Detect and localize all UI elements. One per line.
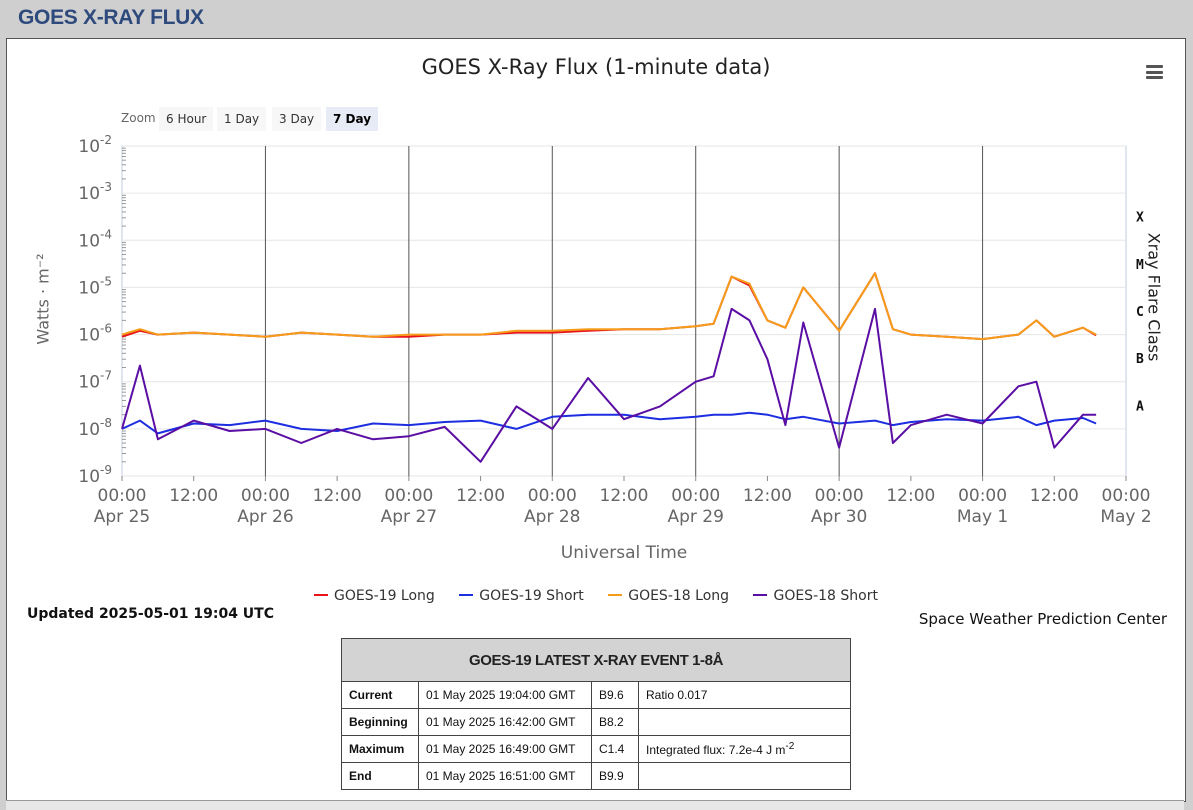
page-title: GOES X-RAY FLUX	[18, 6, 204, 29]
row-label: Current	[341, 681, 419, 709]
x-tick-label: 12:00	[886, 486, 935, 506]
row-time: 01 May 2025 16:42:00 GMT	[418, 708, 592, 736]
zoom-3-day-button[interactable]: 3 Day	[272, 107, 322, 131]
y-tick-label: 10-2	[78, 133, 112, 157]
x-tick-label: 00:00	[1102, 486, 1151, 506]
x-tick-date-label: Apr 29	[667, 507, 723, 527]
row-class: B8.2	[591, 708, 639, 736]
updated-timestamp: Updated 2025-05-01 19:04 UTC	[27, 606, 274, 622]
legend-swatch	[459, 594, 474, 596]
credit-text: Space Weather Prediction Center	[918, 610, 1167, 628]
chart-panel: 10-2 10-3 10-4 10-5 10-6 10-7 10-8 10-9 00:00 Apr…	[6, 38, 1186, 802]
event-table-title: GOES-19 LATEST X-RAY EVENT 1-8Å	[341, 638, 851, 682]
row-note	[638, 708, 851, 736]
legend-swatch	[314, 594, 329, 596]
row-label: Beginning	[341, 708, 419, 736]
row-note: Integrated flux: 7.2e-4 J m-2	[638, 735, 851, 763]
y-tick-label: 10-7	[78, 369, 112, 393]
x-tick-date-label: Apr 30	[811, 507, 867, 527]
legend-goes19-long[interactable]: GOES-19 Long	[314, 588, 435, 604]
x-tick-date-label: Apr 25	[94, 507, 150, 527]
x-tick-label: 12:00	[743, 486, 792, 506]
x-tick-label: 00:00	[241, 486, 290, 506]
x-tick-label: 00:00	[958, 486, 1007, 506]
row-label: End	[341, 762, 419, 790]
bottom-scrollbar[interactable]	[6, 800, 1184, 810]
legend-goes18-short[interactable]: GOES-18 Short	[753, 588, 878, 604]
row-time: 01 May 2025 16:51:00 GMT	[418, 762, 592, 790]
legend: GOES-19 Long GOES-19 Short GOES-18 Long …	[7, 588, 1185, 604]
table-row: Current 01 May 2025 19:04:00 GMT B9.6 Ra…	[341, 681, 851, 709]
series-line-goes-18-short	[121, 307, 1097, 463]
y-tick-label: 10-6	[78, 322, 112, 346]
x-tick-label: 12:00	[456, 486, 505, 506]
flare-class-label: C	[1136, 305, 1144, 320]
x-axis-title: Universal Time	[560, 543, 688, 563]
x-tick-label: 00:00	[384, 486, 433, 506]
table-row: Maximum 01 May 2025 16:49:00 GMT C1.4 In…	[341, 735, 851, 763]
row-time: 01 May 2025 16:49:00 GMT	[418, 735, 592, 763]
x-tick-date-label: May 2	[1100, 507, 1151, 527]
y-tick-label: 10-5	[78, 274, 112, 298]
row-class: B9.9	[591, 762, 639, 790]
flare-class-axis-title: Xray Flare Class	[1144, 232, 1164, 362]
zoom-1-day-button[interactable]: 1 Day	[217, 107, 267, 131]
x-tick-label: 00:00	[98, 486, 147, 506]
x-tick-date-label: Apr 27	[381, 507, 437, 527]
legend-swatch	[608, 594, 623, 596]
row-note	[638, 762, 851, 790]
table-row: Beginning 01 May 2025 16:42:00 GMT B8.2	[341, 708, 851, 736]
y-tick-label: 10-8	[78, 416, 112, 440]
legend-goes18-long[interactable]: GOES-18 Long	[608, 588, 729, 604]
row-label: Maximum	[341, 735, 419, 763]
x-tick-label: 12:00	[1030, 486, 1079, 506]
row-note: Ratio 0.017	[638, 681, 851, 709]
flare-class-label: A	[1136, 399, 1144, 414]
chart-title: GOES X-Ray Flux (1-minute data)	[421, 55, 771, 79]
zoom-6-hour-button[interactable]: 6 Hour	[159, 107, 214, 131]
flare-class-label: B	[1136, 352, 1144, 367]
x-tick-label: 12:00	[313, 486, 362, 506]
table-row: End 01 May 2025 16:51:00 GMT B9.9	[341, 762, 851, 790]
row-class: C1.4	[591, 735, 639, 763]
row-class: B9.6	[591, 681, 639, 709]
legend-swatch	[753, 594, 768, 596]
x-tick-label: 12:00	[600, 486, 649, 506]
x-tick-date-label: May 1	[957, 507, 1008, 527]
latest-event-table: GOES-19 LATEST X-RAY EVENT 1-8Å Current …	[341, 638, 851, 790]
x-tick-label: 00:00	[528, 486, 577, 506]
series-line-goes-18-long	[121, 272, 1097, 341]
x-tick-label: 12:00	[169, 486, 218, 506]
x-tick-label: 00:00	[671, 486, 720, 506]
x-tick-date-label: Apr 26	[237, 507, 293, 527]
flare-class-label: M	[1136, 258, 1144, 273]
y-axis-title: Watts · m⁻²	[33, 253, 53, 345]
y-tick-label: 10-3	[78, 180, 112, 204]
flare-class-label: X	[1136, 211, 1144, 226]
zoom-label: Zoom	[121, 111, 156, 125]
plot-area	[121, 145, 1127, 477]
y-tick-label: 10-9	[78, 463, 112, 487]
xray-flux-chart: 10-210-310-410-510-610-710-810-900:00Apr…	[78, 133, 1151, 527]
series-line-goes-19-short	[121, 411, 1097, 435]
y-tick-label: 10-4	[78, 227, 112, 251]
x-tick-date-label: Apr 28	[524, 507, 580, 527]
x-tick-label: 00:00	[815, 486, 864, 506]
legend-goes19-short[interactable]: GOES-19 Short	[459, 588, 584, 604]
row-time: 01 May 2025 19:04:00 GMT	[418, 681, 592, 709]
zoom-7-day-button[interactable]: 7 Day	[326, 107, 379, 131]
hamburger-menu-icon[interactable]	[1146, 65, 1163, 79]
